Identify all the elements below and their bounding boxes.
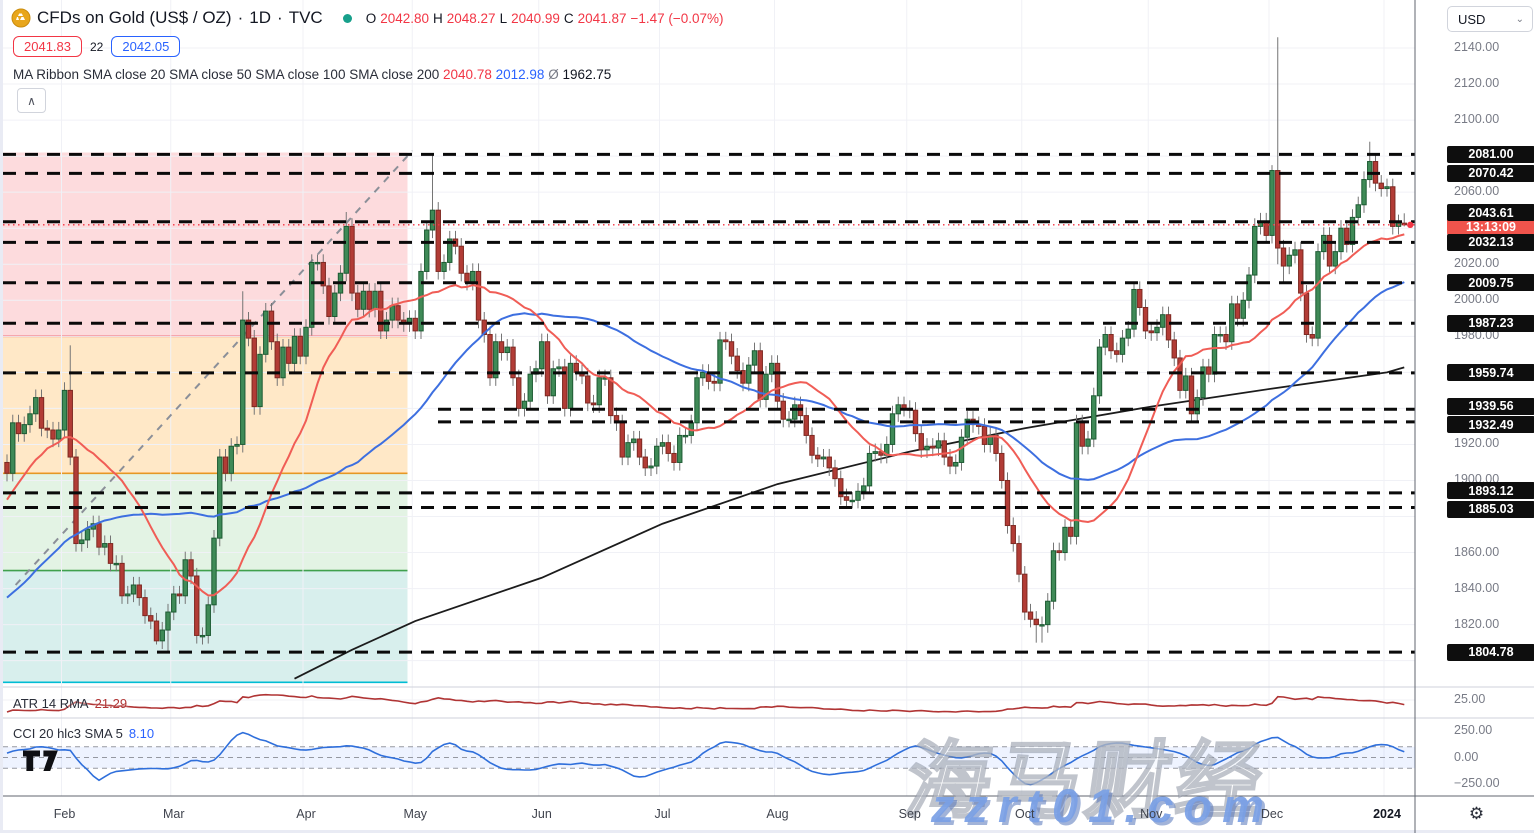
time-axis-label-Dec: Dec: [1260, 807, 1284, 821]
time-axis-label-Oct: Oct: [1015, 807, 1035, 821]
price-tick: 2140.00: [1454, 40, 1500, 54]
price-tick: 2020.00: [1454, 256, 1500, 271]
sma50-value: 2012.98: [495, 67, 545, 82]
atr-name[interactable]: ATR 14 RMA: [13, 696, 89, 711]
time-axis-label-Mar: Mar: [162, 807, 185, 821]
exchange: TVC: [288, 8, 323, 27]
price-tick: 2100.00: [1454, 112, 1500, 127]
price-level-label: 1987.23: [1447, 314, 1534, 332]
time-axis-label-Jun: Jun: [531, 807, 552, 821]
symbol-legend: CFDs on Gold (US$ / OZ) · 1D · TVC O 2042…: [11, 8, 724, 28]
time-axis[interactable]: Feb Mar Apr May Jun Jul Aug Sep Oct Nov Dec 2024: [3, 797, 1415, 830]
sma20-value: 2040.78: [443, 67, 492, 82]
time-axis-label-Aug: Aug: [766, 807, 789, 821]
atr-value: 21.29: [94, 696, 128, 711]
price-level-label: 1893.12: [1447, 482, 1534, 500]
price-level-label: 1804.78: [1447, 643, 1534, 661]
ohlc-readout: O 2042.80 H 2048.27 L 2040.99 C 2041.87 −1.4…: [366, 11, 724, 26]
tradingview-logo-icon[interactable]: [23, 748, 65, 783]
time-axis-label-2024: 2024: [1373, 807, 1401, 821]
cci-tick: −250.00: [1454, 775, 1500, 790]
high-label: H: [433, 10, 443, 26]
bar-countdown-timer: 13:13:09: [1447, 218, 1534, 235]
time-axis-label-Feb: Feb: [53, 807, 76, 821]
indicator-params: SMA close 20 SMA close 50 SMA close 100 …: [82, 67, 440, 82]
price-level-label: 2009.75: [1447, 274, 1534, 292]
price-level-label: 2070.42: [1447, 164, 1534, 182]
buy-button[interactable]: 2042.05: [111, 36, 181, 57]
time-axis-label-Apr: Apr: [296, 807, 316, 821]
axis-settings-corner: ⚙: [1416, 797, 1534, 830]
price-tick: 2060.00: [1454, 184, 1500, 199]
symbol-title[interactable]: CFDs on Gold (US$ / OZ): [37, 8, 232, 27]
high-value: 2048.27: [446, 10, 496, 26]
cci-tick: 0.00: [1454, 749, 1479, 764]
cci-value: 8.10: [128, 726, 155, 741]
average-symbol: Ø: [548, 67, 559, 82]
price-tick: 2000.00: [1454, 292, 1500, 307]
time-axis-label-Sep: Sep: [898, 807, 921, 821]
price-tick: 2120.00: [1454, 76, 1500, 91]
price-level-label: 2032.13: [1447, 233, 1534, 251]
low-label: L: [499, 10, 508, 26]
price-level-label: 1959.74: [1447, 364, 1534, 382]
time-axis-label-May: May: [403, 807, 428, 821]
gold-coin-icon: [11, 8, 31, 28]
time-axis-label-Nov: Nov: [1140, 807, 1163, 821]
currency-label: USD: [1458, 11, 1486, 27]
open-label: O: [365, 10, 377, 26]
sma200-value: 1962.75: [562, 67, 612, 82]
time-axis-label-Jul: Jul: [654, 807, 671, 821]
cci-name[interactable]: CCI 20 hlc3 SMA 5: [13, 726, 123, 741]
close-label: C: [563, 10, 574, 26]
price-level-label: 2043.61: [1447, 204, 1534, 222]
currency-dropdown[interactable]: USD ⌄: [1447, 6, 1533, 32]
indicator-name[interactable]: MA Ribbon: [13, 67, 80, 82]
gear-icon[interactable]: ⚙: [1468, 803, 1485, 823]
atr-legend: ATR 14 RMA 21.29: [13, 696, 127, 711]
separator: ·: [237, 8, 244, 27]
price-axis[interactable]: USD ⌄ 13:13:09 2140.00 2120.00 2100.00 2060…: [1416, 0, 1534, 796]
ma-ribbon-legend: MA Ribbon SMA close 20 SMA close 50 SMA …: [13, 67, 611, 82]
price-tick: 1980.00: [1454, 328, 1500, 343]
chevron-up-icon: ∧: [27, 93, 36, 108]
low-value: 2040.99: [511, 10, 560, 26]
price-tick: 1840.00: [1454, 580, 1500, 595]
chevron-down-icon: ⌄: [1515, 13, 1524, 25]
cci-legend: CCI 20 hlc3 SMA 5 8.10: [13, 726, 154, 741]
change-value: −1.47 (−0.07%): [630, 10, 724, 26]
price-level-label: 2081.00: [1447, 145, 1534, 163]
close-value: 2041.87: [577, 10, 627, 26]
price-tick: 1820.00: [1454, 616, 1500, 631]
price-level-label: 1939.56: [1447, 397, 1534, 415]
cci-tick: 250.00: [1454, 722, 1493, 737]
atr-tick: 25.00: [1454, 692, 1486, 706]
separator: ·: [277, 8, 283, 27]
sell-button[interactable]: 2041.83: [13, 36, 82, 57]
price-level-label: 1885.03: [1447, 500, 1534, 518]
market-open-dot-icon[interactable]: [342, 13, 352, 23]
timeframe[interactable]: 1D: [249, 8, 272, 27]
chart-canvas[interactable]: [3, 0, 1534, 833]
price-tick: 1920.00: [1454, 436, 1500, 451]
price-tick: 1860.00: [1454, 544, 1500, 559]
quote-panel: 2041.83 22 2042.05: [13, 36, 181, 57]
collapse-legend-button[interactable]: ∧: [17, 88, 46, 113]
open-value: 2042.80: [380, 10, 430, 26]
price-level-label: 1932.49: [1447, 416, 1534, 434]
spread-value: 22: [90, 39, 104, 54]
